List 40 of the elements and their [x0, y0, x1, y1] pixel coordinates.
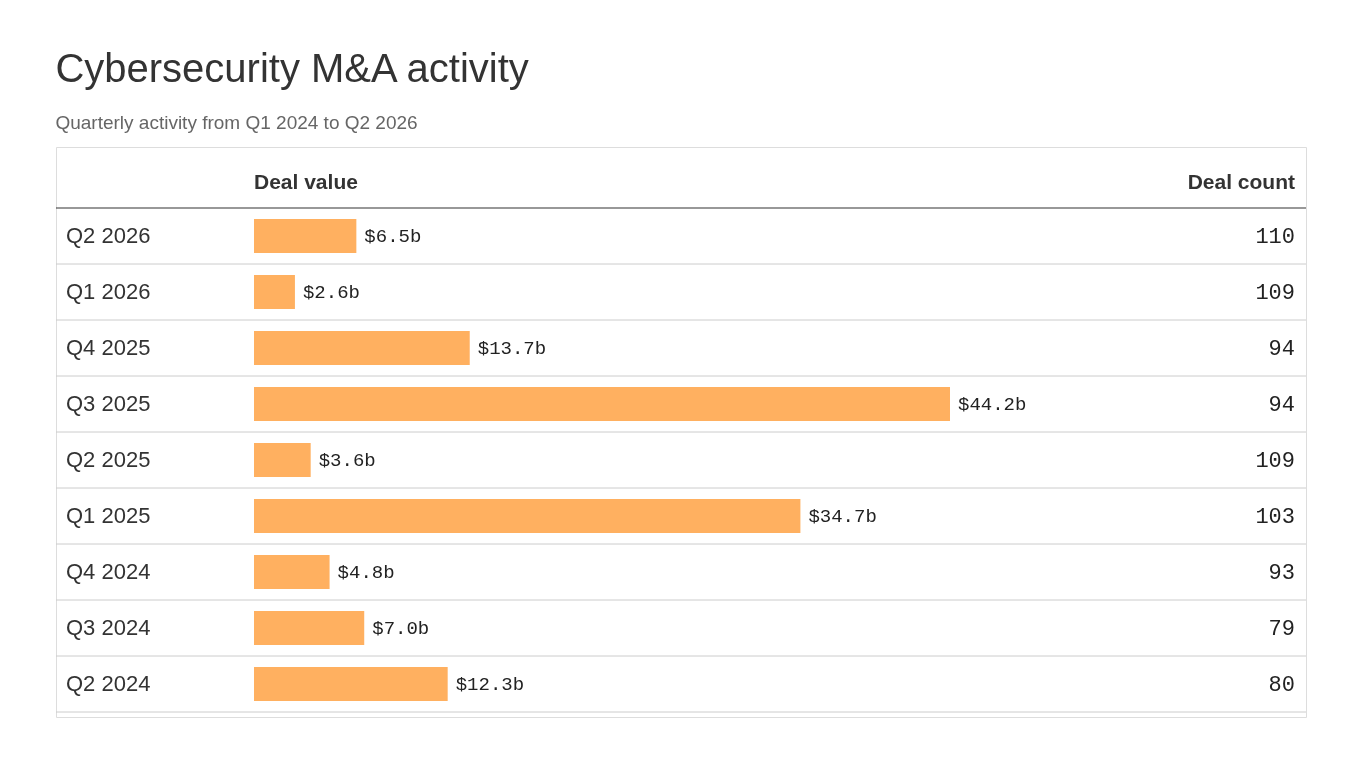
y2-tick-label: 93 — [1268, 561, 1295, 586]
data-label: $44.2b — [958, 394, 1027, 416]
y2-tick-label: 103 — [1255, 505, 1295, 530]
y-tick-label: Q4 2024 — [66, 559, 151, 584]
y2-tick-label: 109 — [1255, 281, 1295, 306]
y-tick-label: Q2 2026 — [66, 223, 151, 248]
y2-tick-label: 79 — [1268, 617, 1295, 642]
y2-tick-label: 109 — [1255, 449, 1295, 474]
bar — [254, 219, 357, 253]
y-tick-label: Q3 2024 — [66, 615, 151, 640]
data-label: $13.7b — [477, 338, 547, 360]
y-tick-label: Q2 2025 — [66, 447, 151, 472]
bar — [254, 443, 311, 477]
data-label: $12.3b — [455, 674, 525, 696]
data-label: $4.8b — [337, 562, 395, 584]
text: Deal count — [1187, 169, 1295, 193]
chart-title: Cybersecurity M&A activity — [55, 46, 529, 90]
data-label: $7.0b — [372, 618, 430, 640]
bar — [254, 555, 330, 589]
y-tick-label: Q4 2025 — [66, 335, 151, 360]
y-tick-label: Q3 2025 — [66, 391, 151, 416]
data-label: $2.6b — [302, 282, 360, 304]
bar — [254, 611, 365, 645]
y2-tick-label: 110 — [1255, 225, 1295, 250]
data-label: $34.7b — [808, 506, 877, 528]
bar — [254, 667, 448, 701]
data-label: $3.6b — [318, 450, 376, 472]
chart-subtitle: Quarterly activity from Q1 2024 to Q2 2026 — [55, 112, 418, 133]
bar — [254, 387, 950, 421]
y-tick-label: Q1 2026 — [66, 279, 151, 304]
y2-tick-label: 94 — [1268, 337, 1295, 362]
bar — [254, 331, 470, 365]
x-axis-title: Deal value — [254, 169, 358, 193]
y-tick-label: Q1 2025 — [66, 503, 151, 528]
y2-tick-label: 94 — [1268, 393, 1295, 418]
y2-tick-label: 80 — [1268, 673, 1295, 698]
data-label: $6.5b — [364, 226, 422, 248]
y-tick-label: Q2 2024 — [66, 671, 151, 696]
bar — [254, 275, 295, 309]
bar — [254, 499, 801, 533]
